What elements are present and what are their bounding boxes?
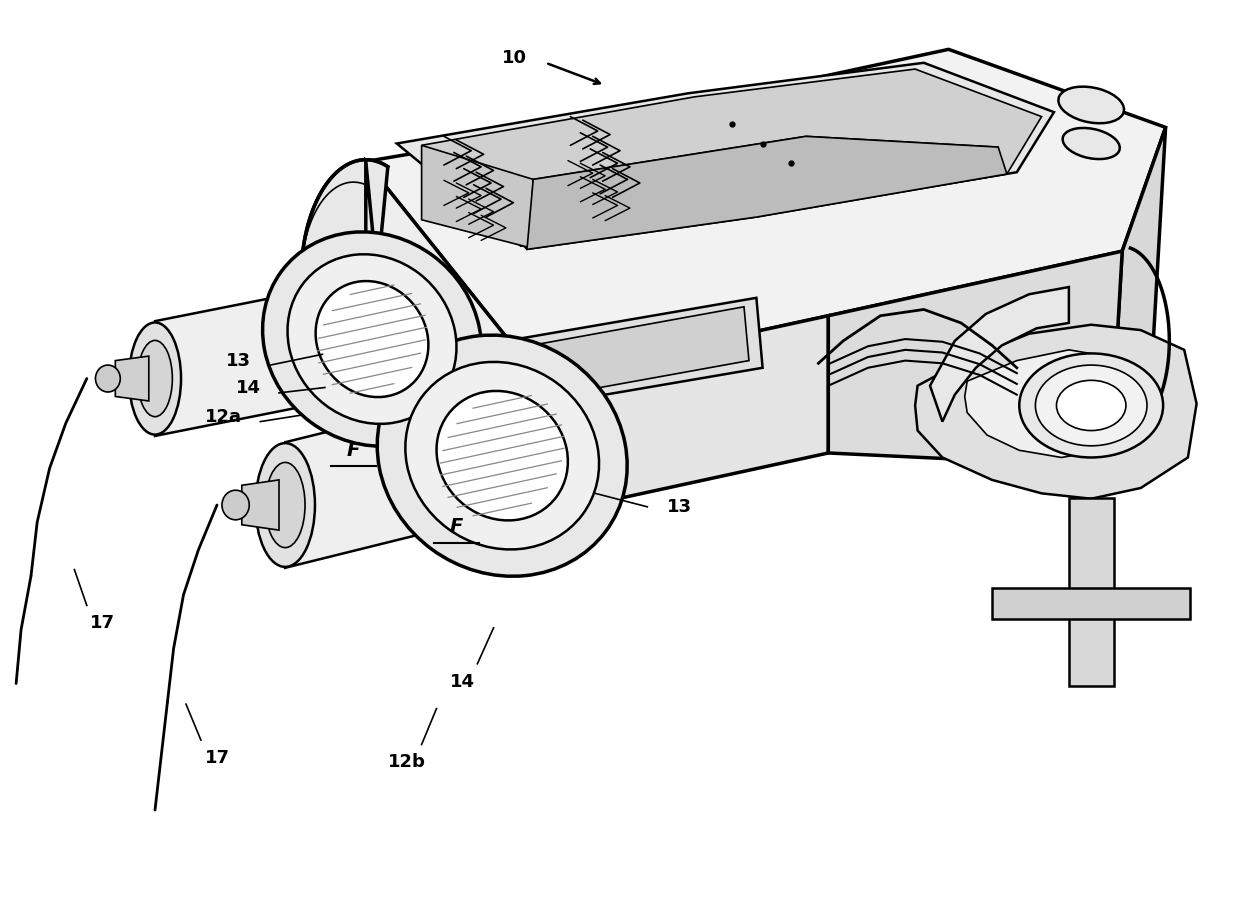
Polygon shape: [965, 350, 1146, 457]
Ellipse shape: [1059, 87, 1123, 123]
Polygon shape: [527, 136, 1007, 249]
Text: F: F: [347, 440, 360, 460]
Ellipse shape: [265, 463, 305, 547]
Polygon shape: [477, 307, 749, 409]
Circle shape: [1019, 353, 1163, 457]
Polygon shape: [397, 63, 1054, 246]
Polygon shape: [1069, 498, 1114, 686]
Polygon shape: [285, 388, 502, 568]
Polygon shape: [301, 160, 388, 395]
Ellipse shape: [263, 232, 481, 446]
Ellipse shape: [1063, 128, 1120, 159]
Text: 12b: 12b: [388, 753, 425, 771]
Text: 10: 10: [502, 49, 527, 67]
Polygon shape: [915, 325, 1197, 499]
Text: 13: 13: [667, 498, 692, 516]
Ellipse shape: [138, 341, 172, 417]
Ellipse shape: [222, 490, 249, 520]
Polygon shape: [155, 278, 372, 436]
Ellipse shape: [129, 323, 181, 435]
Polygon shape: [366, 49, 1166, 379]
Text: F: F: [450, 517, 463, 536]
Ellipse shape: [436, 391, 568, 520]
Polygon shape: [422, 145, 533, 248]
Ellipse shape: [95, 365, 120, 392]
Polygon shape: [930, 287, 1069, 422]
Polygon shape: [1110, 127, 1166, 466]
Polygon shape: [242, 480, 279, 530]
Polygon shape: [422, 69, 1042, 249]
Ellipse shape: [288, 254, 456, 424]
Text: 13: 13: [226, 352, 250, 370]
Polygon shape: [366, 161, 539, 516]
Circle shape: [1035, 365, 1147, 446]
Circle shape: [1056, 380, 1126, 431]
Ellipse shape: [405, 361, 599, 550]
Polygon shape: [465, 298, 763, 418]
Ellipse shape: [316, 281, 428, 397]
Text: 17: 17: [91, 614, 115, 632]
Text: 12a: 12a: [205, 408, 242, 426]
Polygon shape: [115, 356, 149, 401]
Ellipse shape: [377, 335, 627, 576]
Text: 14: 14: [236, 379, 260, 397]
Polygon shape: [828, 251, 1122, 466]
Ellipse shape: [255, 443, 315, 567]
Polygon shape: [539, 316, 828, 516]
Text: 14: 14: [450, 673, 475, 691]
Text: 17: 17: [205, 749, 229, 767]
Polygon shape: [992, 588, 1190, 619]
